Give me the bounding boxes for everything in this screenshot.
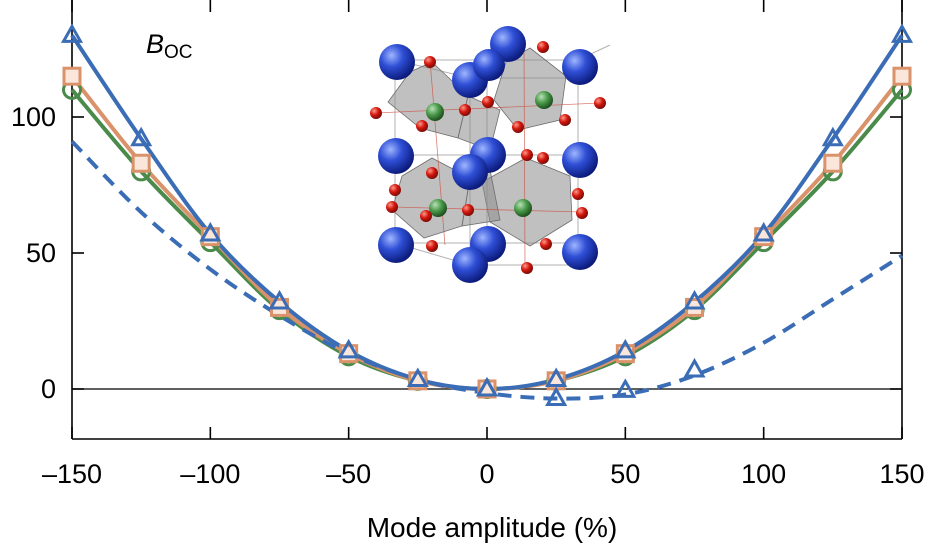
series-3-point — [475, 376, 499, 397]
series-1-point — [892, 66, 912, 86]
series-3-point — [683, 357, 706, 378]
series-2-point — [890, 23, 914, 43]
x-tick-label: –150 — [42, 459, 102, 489]
series-3-point — [614, 378, 637, 398]
y-tick-label: 0 — [41, 374, 56, 404]
axis-ticks: –150 –100 –50 0 50 100 150 0 50 100 — [11, 0, 925, 489]
series-1-point — [131, 153, 151, 173]
x-tick-label: –100 — [180, 459, 240, 489]
series-2-point — [268, 289, 291, 310]
series-2-point — [199, 221, 222, 242]
x-tick-label: –50 — [326, 459, 371, 489]
x-tick-label: 150 — [879, 459, 924, 489]
series-2-point — [545, 367, 568, 387]
x-axis-title: Mode amplitude (%) — [367, 512, 618, 543]
series-2-point — [821, 126, 844, 147]
y-tick-label: 100 — [11, 102, 56, 132]
panel-label-main: B — [146, 29, 164, 59]
y-tick-label: 50 — [26, 238, 56, 268]
series-2-point — [60, 23, 84, 43]
series-1-point — [823, 153, 843, 173]
series-2-point — [614, 338, 637, 359]
series-2-point — [337, 338, 360, 359]
x-tick-label: 50 — [610, 459, 640, 489]
series-2-point — [752, 221, 775, 242]
panel-label: BOC — [146, 29, 193, 63]
series-2-point — [683, 289, 706, 310]
series-2-point — [130, 126, 153, 147]
series-3-point — [545, 386, 568, 407]
x-tick-label: 0 — [479, 459, 494, 489]
series-markers — [60, 23, 914, 407]
x-tick-label: 100 — [741, 459, 786, 489]
series-2-point — [406, 367, 429, 387]
panel-label-sub: OC — [164, 42, 193, 63]
crystal-structure-image — [370, 26, 611, 283]
series-1-point — [62, 66, 82, 86]
